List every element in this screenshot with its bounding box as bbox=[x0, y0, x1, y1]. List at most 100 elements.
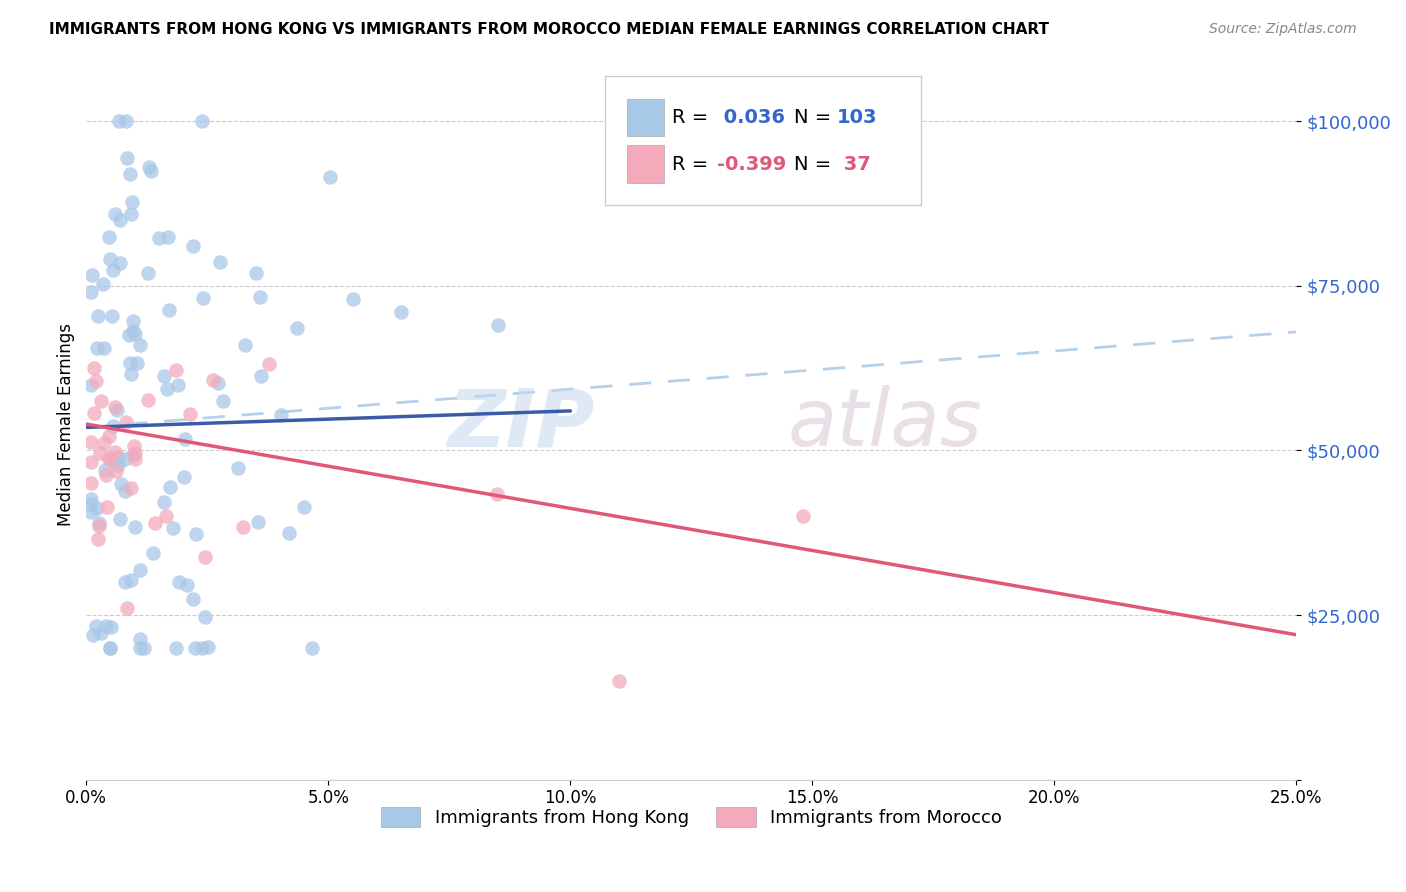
Point bbox=[157, 303, 180, 318]
Point bbox=[108, 114, 131, 128]
Point bbox=[80, 285, 103, 300]
Point bbox=[792, 509, 814, 524]
Point bbox=[129, 632, 152, 646]
Point bbox=[121, 324, 143, 338]
Point bbox=[124, 326, 146, 341]
Text: N =: N = bbox=[794, 108, 838, 128]
Point bbox=[114, 484, 136, 499]
Point bbox=[162, 521, 184, 535]
Point bbox=[153, 495, 176, 509]
Point bbox=[82, 628, 104, 642]
Point bbox=[86, 618, 108, 632]
Point bbox=[212, 393, 235, 408]
Point bbox=[98, 640, 121, 655]
Point bbox=[114, 451, 136, 466]
Point bbox=[80, 497, 103, 511]
Point bbox=[80, 475, 103, 490]
Text: 103: 103 bbox=[837, 108, 877, 128]
Point bbox=[197, 640, 219, 654]
Point bbox=[87, 309, 110, 323]
Point bbox=[226, 461, 249, 475]
Text: R =: R = bbox=[672, 154, 714, 174]
Point bbox=[120, 573, 142, 587]
Point bbox=[80, 377, 103, 392]
Point bbox=[114, 415, 136, 429]
Point bbox=[93, 436, 115, 450]
Point bbox=[105, 403, 128, 417]
Text: N =: N = bbox=[794, 154, 838, 174]
Point bbox=[201, 373, 224, 387]
Text: IMMIGRANTS FROM HONG KONG VS IMMIGRANTS FROM MOROCCO MEDIAN FEMALE EARNINGS CORR: IMMIGRANTS FROM HONG KONG VS IMMIGRANTS … bbox=[49, 22, 1049, 37]
Point bbox=[121, 195, 143, 210]
Point bbox=[107, 458, 129, 472]
Point bbox=[124, 519, 146, 533]
Point bbox=[84, 374, 107, 388]
Point bbox=[181, 239, 204, 253]
Point bbox=[89, 516, 111, 531]
Point bbox=[124, 446, 146, 460]
Point bbox=[165, 640, 187, 655]
Point bbox=[148, 231, 170, 245]
Point bbox=[141, 163, 163, 178]
Point bbox=[122, 448, 145, 462]
Point bbox=[233, 338, 256, 352]
Point bbox=[156, 230, 179, 244]
Point bbox=[80, 434, 103, 449]
Point bbox=[193, 291, 215, 305]
Point bbox=[114, 575, 136, 590]
Point bbox=[143, 516, 166, 530]
Point bbox=[98, 429, 121, 443]
Point bbox=[89, 446, 111, 460]
Point bbox=[136, 266, 159, 280]
Point bbox=[101, 263, 124, 277]
Point bbox=[183, 640, 205, 655]
Point bbox=[90, 626, 112, 640]
Point bbox=[94, 468, 117, 483]
Point bbox=[179, 407, 201, 421]
Point bbox=[122, 313, 145, 327]
Point bbox=[249, 290, 271, 304]
Point bbox=[104, 207, 127, 221]
Point bbox=[194, 549, 217, 564]
Point bbox=[115, 151, 138, 165]
Point bbox=[129, 640, 152, 655]
Point bbox=[103, 454, 125, 468]
Point bbox=[107, 450, 129, 464]
Point bbox=[108, 213, 131, 227]
Point bbox=[86, 500, 108, 515]
Point bbox=[100, 620, 122, 634]
Point bbox=[257, 357, 280, 371]
Point bbox=[122, 439, 145, 453]
Point bbox=[80, 505, 103, 519]
Point bbox=[100, 252, 122, 267]
Point bbox=[115, 601, 138, 615]
Point bbox=[232, 520, 254, 534]
Point bbox=[191, 640, 214, 655]
Text: 0.036: 0.036 bbox=[717, 108, 785, 128]
Point bbox=[173, 432, 195, 446]
Point bbox=[83, 361, 105, 376]
Point bbox=[153, 368, 176, 383]
Point bbox=[207, 376, 229, 391]
Point bbox=[120, 481, 142, 495]
Point bbox=[120, 368, 142, 382]
Point bbox=[129, 562, 152, 576]
Point bbox=[86, 341, 108, 355]
Point bbox=[607, 673, 630, 688]
Legend: Immigrants from Hong Kong, Immigrants from Morocco: Immigrants from Hong Kong, Immigrants fr… bbox=[374, 799, 1010, 835]
Point bbox=[184, 526, 207, 541]
Point bbox=[80, 455, 103, 469]
Point bbox=[108, 512, 131, 526]
Point bbox=[103, 445, 125, 459]
Point bbox=[120, 207, 142, 221]
Point bbox=[91, 277, 114, 292]
Point bbox=[165, 363, 187, 377]
Point bbox=[142, 546, 165, 560]
Point bbox=[486, 486, 509, 500]
Point bbox=[193, 610, 215, 624]
Point bbox=[110, 476, 132, 491]
Point bbox=[118, 356, 141, 370]
Text: -0.399: -0.399 bbox=[717, 154, 786, 174]
Point bbox=[104, 400, 127, 414]
Point bbox=[389, 305, 412, 319]
